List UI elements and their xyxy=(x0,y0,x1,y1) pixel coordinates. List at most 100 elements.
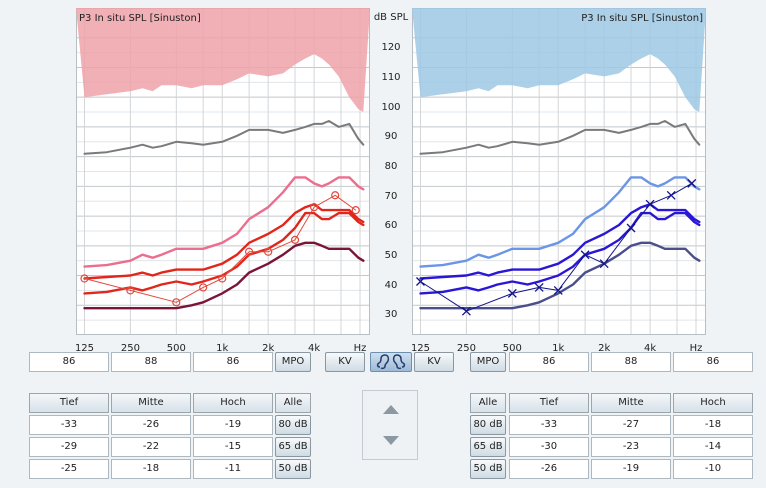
curve-80db-lightblue xyxy=(419,176,701,268)
target-point-circle xyxy=(245,247,254,256)
x-tick-label: 2k xyxy=(262,343,274,354)
curve-80db-pink xyxy=(83,176,365,268)
y-tick-70: 70 xyxy=(384,191,398,202)
x-tick-label: 250 xyxy=(457,343,476,354)
target-point-circle xyxy=(126,286,135,295)
target-curve-left xyxy=(84,194,357,303)
right-ear-chart: P3 In situ SPL [Sinuston] 125 250 500 1k 2k 4… xyxy=(412,8,706,354)
target-point-circle xyxy=(309,203,319,212)
right-mpo-low: 86 xyxy=(509,352,589,372)
curve-65db-red xyxy=(83,203,365,280)
y-tick-80: 80 xyxy=(384,161,398,172)
left-gain-65-mitte[interactable]: -22 xyxy=(111,437,191,457)
target-point-circle xyxy=(80,274,89,283)
right-x-axis-ticks: 125 250 500 1k 2k 4k Hz xyxy=(412,343,702,354)
right-mpo-button[interactable]: MPO xyxy=(470,352,506,372)
x-tick-label: 250 xyxy=(121,343,140,354)
mpo-grey-curve xyxy=(419,120,701,155)
right-kv-button[interactable]: KV xyxy=(414,352,454,372)
y-tick-100: 100 xyxy=(381,102,401,113)
right-gain-80-tief[interactable]: -33 xyxy=(509,415,589,435)
target-point-cross xyxy=(666,190,676,200)
left-level-65db-button[interactable]: 65 dB xyxy=(275,437,311,457)
level-up-button[interactable] xyxy=(377,399,405,419)
left-header-mitte[interactable]: Mitte xyxy=(111,393,191,413)
left-gain-50-tief[interactable]: -25 xyxy=(29,459,109,479)
right-gain-65-mitte[interactable]: -23 xyxy=(591,437,671,457)
target-point-circle xyxy=(218,274,227,283)
left-gain-50-hoch[interactable]: -11 xyxy=(193,459,273,479)
left-level-80db-button[interactable]: 80 dB xyxy=(275,415,311,435)
right-gain-50-mitte[interactable]: -19 xyxy=(591,459,671,479)
y-tick-30: 30 xyxy=(384,309,398,320)
target-point-cross xyxy=(626,223,636,233)
level-down-button[interactable] xyxy=(377,431,405,451)
left-header-hoch[interactable]: Hoch xyxy=(193,393,273,413)
x-tick-label: 1k xyxy=(552,343,564,354)
right-level-65db-button[interactable]: 65 dB xyxy=(470,437,506,457)
target-point-cross xyxy=(416,277,425,286)
x-tick-label: 4k xyxy=(644,343,656,354)
y-tick-60: 60 xyxy=(384,220,398,231)
ucl-area xyxy=(412,8,706,112)
right-level-80db-button[interactable]: 80 dB xyxy=(470,415,506,435)
x-tick-label: 4k xyxy=(308,343,320,354)
right-gain-50-hoch[interactable]: -10 xyxy=(673,459,753,479)
binaural-ear-toggle[interactable] xyxy=(370,352,412,372)
right-header-tief[interactable]: Tief xyxy=(509,393,589,413)
target-point-circle xyxy=(264,247,273,256)
y-tick-50: 50 xyxy=(384,250,398,261)
left-mpo-button[interactable]: MPO xyxy=(275,352,311,372)
right-header-alle[interactable]: Alle xyxy=(470,393,506,413)
target-point-cross xyxy=(553,285,563,295)
left-gain-50-mitte[interactable]: -18 xyxy=(111,459,191,479)
mpo-grey-curve xyxy=(83,120,365,155)
left-mpo-low: 86 xyxy=(29,352,109,372)
target-point-cross xyxy=(461,306,471,316)
y-axis-unit: dB SPL xyxy=(373,12,409,23)
left-gain-80-mitte[interactable]: -26 xyxy=(111,415,191,435)
x-tick-label: 500 xyxy=(503,343,522,354)
target-point-cross xyxy=(599,259,609,269)
level-navigation xyxy=(362,390,418,460)
triangle-down-icon xyxy=(383,436,399,445)
curve-65db-blue xyxy=(419,203,701,280)
y-tick-90: 90 xyxy=(384,131,398,142)
y-axis: dB SPL 120 110 100 90 80 70 60 50 40 30 xyxy=(370,0,412,340)
x-tick-label: Hz xyxy=(354,343,367,354)
left-level-50db-button[interactable]: 50 dB xyxy=(275,459,311,479)
right-gain-65-hoch[interactable]: -14 xyxy=(673,437,753,457)
left-mpo-high: 86 xyxy=(193,352,273,372)
target-point-circle xyxy=(172,298,181,307)
target-point-cross xyxy=(534,282,544,292)
left-chart-curves xyxy=(76,8,370,310)
right-level-50db-button[interactable]: 50 dB xyxy=(470,459,506,479)
left-mpo-mid: 88 xyxy=(111,352,191,372)
left-gain-65-hoch[interactable]: -15 xyxy=(193,437,273,457)
right-header-hoch[interactable]: Hoch xyxy=(673,393,753,413)
left-gain-80-tief[interactable]: -33 xyxy=(29,415,109,435)
left-header-alle[interactable]: Alle xyxy=(275,393,311,413)
right-header-mitte[interactable]: Mitte xyxy=(591,393,671,413)
left-ear-chart: P3 In situ SPL [Sinuston] 125 250 500 1k 2k 4… xyxy=(76,8,370,354)
left-kv-button[interactable]: KV xyxy=(325,352,365,372)
target-point-circle xyxy=(199,283,208,292)
right-gain-50-tief[interactable]: -26 xyxy=(509,459,589,479)
target-point-cross xyxy=(580,250,590,260)
curve-soft-navy xyxy=(419,241,701,310)
target-point-circle xyxy=(290,235,300,244)
right-gain-80-mitte[interactable]: -27 xyxy=(591,415,671,435)
right-gain-80-hoch[interactable]: -18 xyxy=(673,415,753,435)
triangle-up-icon xyxy=(383,405,399,414)
y-tick-110: 110 xyxy=(381,72,401,83)
left-gain-80-hoch[interactable]: -19 xyxy=(193,415,273,435)
x-tick-label: 125 xyxy=(76,343,94,354)
left-chart-title: P3 In situ SPL [Sinuston] xyxy=(79,13,201,24)
y-tick-120: 120 xyxy=(381,42,401,53)
right-gain-65-tief[interactable]: -30 xyxy=(509,437,589,457)
left-gain-65-tief[interactable]: -29 xyxy=(29,437,109,457)
target-point-cross xyxy=(687,178,697,188)
target-point-cross xyxy=(645,199,655,209)
right-chart-title: P3 In situ SPL [Sinuston] xyxy=(581,13,703,24)
left-header-tief[interactable]: Tief xyxy=(29,393,109,413)
